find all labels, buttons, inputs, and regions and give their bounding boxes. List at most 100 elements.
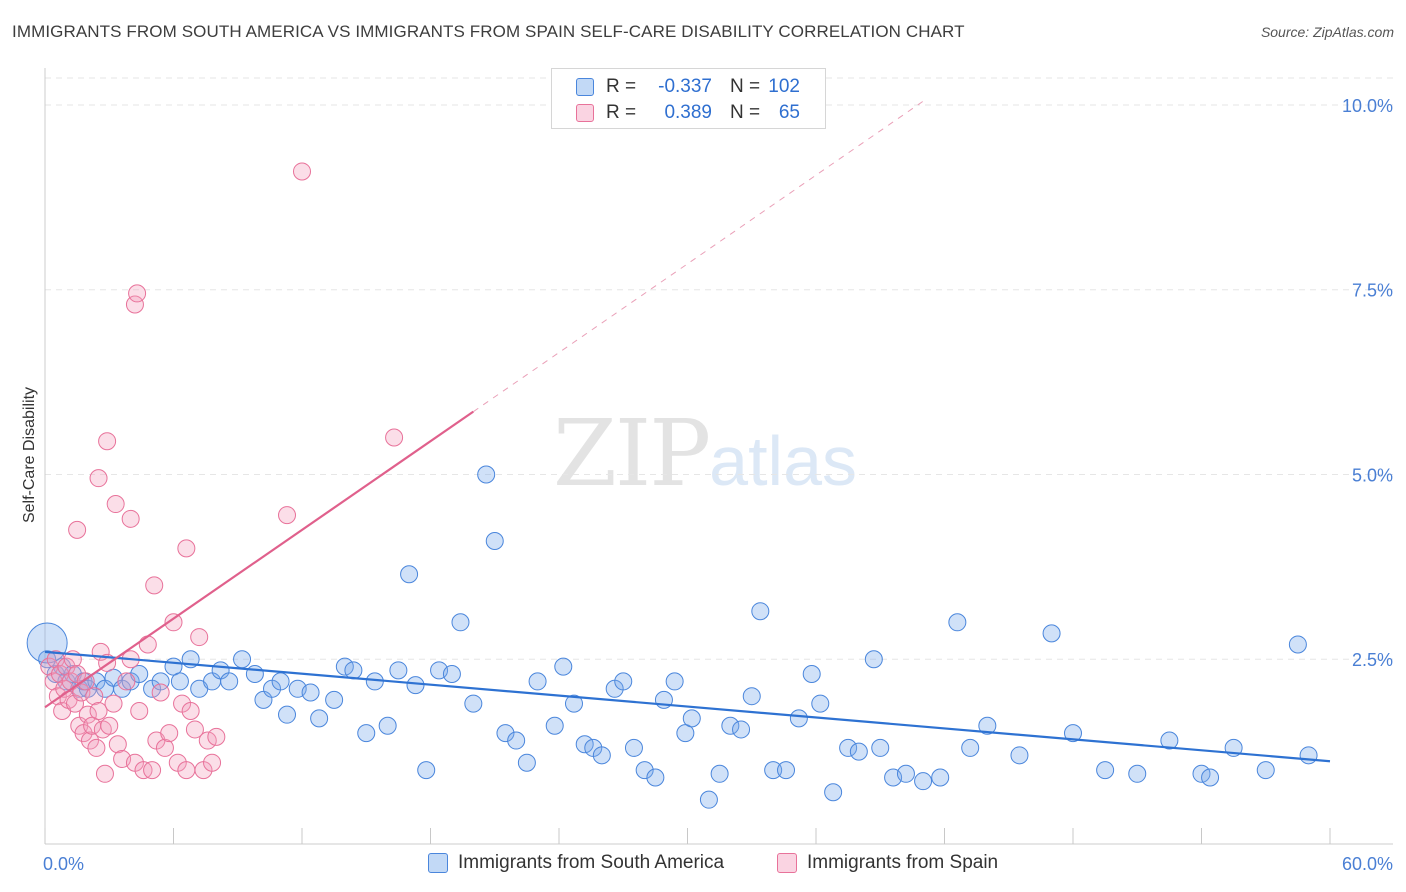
data-point-south-america <box>554 657 573 676</box>
data-point-south-america <box>575 735 594 754</box>
data-point-south-america <box>310 709 329 728</box>
data-point-south-america <box>871 738 890 757</box>
data-point-south-america <box>646 768 665 787</box>
legend-item-spain: Immigrants from Spain <box>777 852 998 874</box>
data-point-south-america <box>732 720 751 739</box>
data-point-south-america <box>517 753 536 772</box>
data-point-south-america <box>357 724 376 743</box>
data-point-spain <box>108 735 127 754</box>
data-point-south-america <box>451 613 470 632</box>
data-point-south-america <box>1010 746 1029 765</box>
chart-title: IMMIGRANTS FROM SOUTH AMERICA VS IMMIGRA… <box>12 22 965 41</box>
series-legend: Immigrants from South America Immigrants… <box>0 852 1406 876</box>
legend-row-south-america: R = -0.337 N = 102 <box>576 75 800 99</box>
trend-line-south-america <box>44 650 1331 763</box>
legend-swatch-blue <box>576 78 594 96</box>
y-tick-label: 5.0% <box>1352 465 1393 485</box>
y-tick-label: 7.5% <box>1352 281 1393 301</box>
legend-n-value: 65 <box>778 102 800 123</box>
legend-swatch-blue <box>428 853 448 873</box>
data-point-south-america <box>378 716 397 735</box>
data-point-south-america <box>245 665 264 684</box>
data-point-south-america <box>301 683 320 702</box>
data-point-south-america <box>417 761 436 780</box>
data-point-south-america <box>220 672 239 691</box>
data-point-spain <box>190 628 209 647</box>
data-point-spain <box>207 727 226 746</box>
legend-n-label: N = <box>730 102 761 123</box>
data-point-south-america <box>864 650 883 669</box>
data-point-spain <box>85 687 104 706</box>
data-point-spain <box>143 761 162 780</box>
data-point-spain <box>293 162 311 181</box>
data-point-spain <box>177 539 196 558</box>
data-point-spain <box>138 635 157 654</box>
data-point-south-america <box>592 746 611 765</box>
y-tick-label: 10.0% <box>1342 96 1393 116</box>
data-point-south-america <box>742 687 761 706</box>
data-point-south-america <box>624 738 643 757</box>
data-point-spain <box>87 738 106 757</box>
legend-label-south-america: Immigrants from South America <box>458 852 725 873</box>
data-point-spain <box>160 724 179 743</box>
data-point-spain <box>164 613 183 632</box>
data-point-south-america <box>699 790 718 809</box>
data-point-spain <box>89 701 108 720</box>
watermark-zip: ZIP <box>553 400 711 507</box>
trend-lines <box>44 100 1331 763</box>
y-axis-title: Self-Care Disability <box>21 387 38 523</box>
y-tick-label: 2.5% <box>1352 650 1393 670</box>
data-point-south-america <box>961 738 980 757</box>
data-point-spain <box>198 731 217 750</box>
data-point-spain <box>121 509 140 528</box>
data-point-south-america <box>485 531 504 550</box>
watermark: ZIPatlas <box>553 400 857 507</box>
data-point-spain <box>181 701 200 720</box>
data-point-south-america <box>896 764 915 783</box>
data-point-south-america <box>233 650 252 669</box>
data-point-spain <box>80 731 99 750</box>
trend-line-spain-extension <box>473 100 924 413</box>
legend-n-value: 102 <box>768 76 800 97</box>
data-point-south-america <box>1192 764 1211 783</box>
trend-line-spain <box>44 410 474 709</box>
legend-swatch-pink <box>777 853 797 873</box>
data-point-spain <box>89 469 108 488</box>
data-point-south-america <box>614 672 633 691</box>
data-point-south-america <box>53 657 72 676</box>
data-point-spain <box>78 705 97 724</box>
data-point-spain <box>130 701 149 720</box>
series-south-america <box>26 465 1318 809</box>
data-point-south-america <box>442 665 461 684</box>
data-point-spain <box>104 694 123 713</box>
x-tick-label: 60.0% <box>1342 854 1393 874</box>
data-point-spain <box>155 738 174 757</box>
grid <box>45 77 1393 660</box>
data-point-spain <box>385 428 404 447</box>
data-point-south-america <box>777 761 796 780</box>
data-point-spain <box>151 683 170 702</box>
data-point-south-america <box>1160 731 1179 750</box>
data-point-spain <box>185 720 204 739</box>
data-point-south-america <box>564 694 583 713</box>
data-point-spain <box>68 520 87 539</box>
data-point-south-america <box>464 694 483 713</box>
legend-swatch-pink <box>576 104 594 122</box>
data-point-spain <box>57 657 76 676</box>
data-point-spain <box>203 753 222 772</box>
data-point-south-america <box>545 716 564 735</box>
data-point-south-america <box>389 661 408 680</box>
data-point-south-america <box>1256 761 1275 780</box>
data-point-south-america <box>496 724 515 743</box>
data-point-spain <box>177 761 196 780</box>
data-point-south-america <box>1096 761 1115 780</box>
watermark-atlas: atlas <box>709 422 858 500</box>
data-point-spain <box>106 495 125 514</box>
data-point-south-america <box>400 565 419 584</box>
data-point-south-america <box>914 772 933 791</box>
axes <box>44 68 1393 845</box>
legend-label-spain: Immigrants from Spain <box>807 852 999 873</box>
data-point-south-america <box>344 661 363 680</box>
data-point-south-america <box>682 709 701 728</box>
